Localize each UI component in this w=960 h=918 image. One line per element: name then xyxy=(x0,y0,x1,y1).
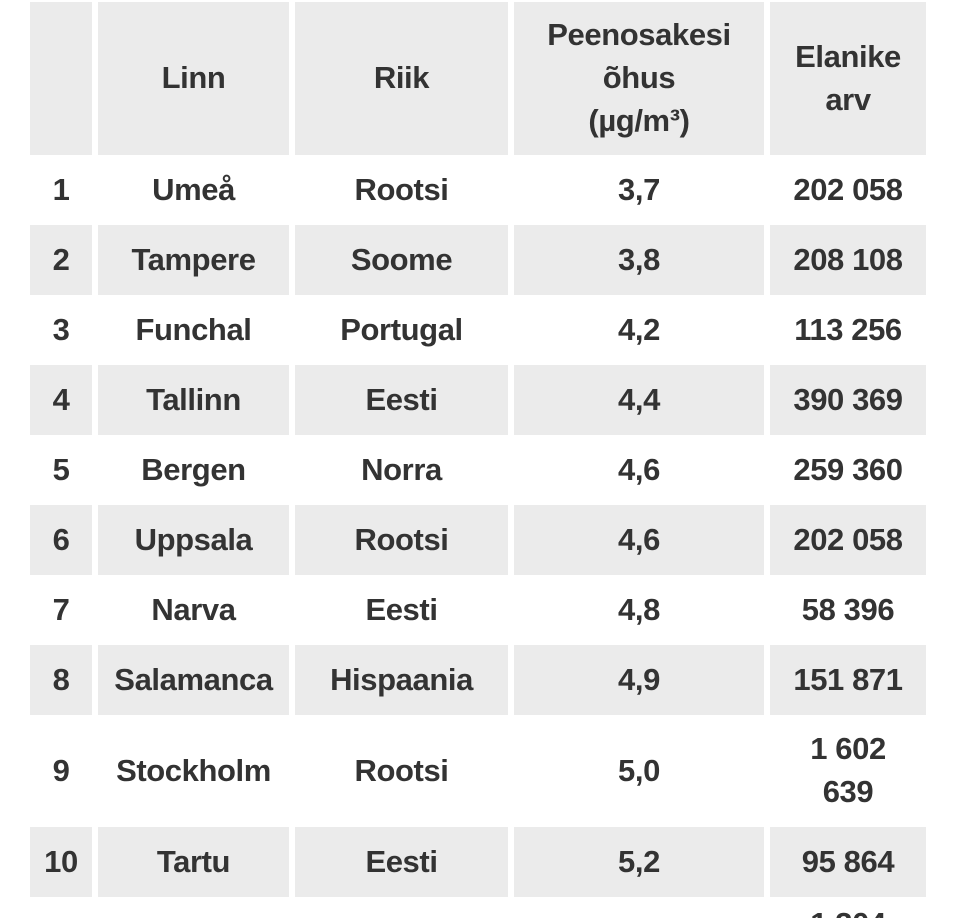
rank-cell: 2 xyxy=(30,225,92,295)
city-cell: Tartu xyxy=(98,827,289,897)
population-cell: 95 864 xyxy=(770,827,926,897)
pm-cell: 5,0 xyxy=(514,715,764,827)
pm-cell: 4,2 xyxy=(514,295,764,365)
rank-cell: 7 xyxy=(30,575,92,645)
city-cell xyxy=(98,897,289,918)
column-header-pm: Peenosakesi õhus (µg/m³) xyxy=(514,2,764,155)
rank-cell: 10 xyxy=(30,827,92,897)
table-row: 6 Uppsala Rootsi 4,6 202 058 xyxy=(30,505,960,575)
column-header-country: Riik xyxy=(295,2,508,155)
city-cell: Tallinn xyxy=(98,365,289,435)
city-cell: Salamanca xyxy=(98,645,289,715)
country-cell: Rootsi xyxy=(295,505,508,575)
country-cell: Eesti xyxy=(295,365,508,435)
table-row: 9 Stockholm Rootsi 5,0 1 602 639 xyxy=(30,715,960,827)
city-cell: Tampere xyxy=(98,225,289,295)
table-row: 4 Tallinn Eesti 4,4 390 369 xyxy=(30,365,960,435)
population-cell: 259 360 xyxy=(770,435,926,505)
country-cell: Hispaania xyxy=(295,645,508,715)
rank-cell: 9 xyxy=(30,715,92,827)
table-row-partial: 1 304 xyxy=(30,897,960,918)
country-cell: Rootsi xyxy=(295,155,508,225)
rank-cell: 1 xyxy=(30,155,92,225)
table-row: 7 Narva Eesti 4,8 58 396 xyxy=(30,575,960,645)
country-cell: Eesti xyxy=(295,827,508,897)
population-cell: 202 058 xyxy=(770,155,926,225)
city-cell: Bergen xyxy=(98,435,289,505)
rank-cell: 5 xyxy=(30,435,92,505)
pm-cell: 5,2 xyxy=(514,827,764,897)
country-cell: Rootsi xyxy=(295,715,508,827)
country-cell: Portugal xyxy=(295,295,508,365)
population-cell: 1 602 639 xyxy=(770,715,926,827)
table-row: 8 Salamanca Hispaania 4,9 151 871 xyxy=(30,645,960,715)
population-cell: 1 304 xyxy=(770,897,926,918)
column-header-city: Linn xyxy=(98,2,289,155)
table-row: 3 Funchal Portugal 4,2 113 256 xyxy=(30,295,960,365)
city-cell: Stockholm xyxy=(98,715,289,827)
population-cell: 208 108 xyxy=(770,225,926,295)
pm-cell: 4,6 xyxy=(514,435,764,505)
population-cell: 113 256 xyxy=(770,295,926,365)
city-cell: Uppsala xyxy=(98,505,289,575)
table-row: 1 Umeå Rootsi 3,7 202 058 xyxy=(30,155,960,225)
population-cell: 202 058 xyxy=(770,505,926,575)
table-row: 10 Tartu Eesti 5,2 95 864 xyxy=(30,827,960,897)
table-row: 5 Bergen Norra 4,6 259 360 xyxy=(30,435,960,505)
rank-cell: 3 xyxy=(30,295,92,365)
table-header-row: Linn Riik Peenosakesi õhus (µg/m³) Elanike … xyxy=(30,2,960,155)
pm-cell: 4,8 xyxy=(514,575,764,645)
population-cell: 390 369 xyxy=(770,365,926,435)
table-row: 2 Tampere Soome 3,8 208 108 xyxy=(30,225,960,295)
population-cell: 58 396 xyxy=(770,575,926,645)
column-header-rank xyxy=(30,2,92,155)
country-cell xyxy=(295,897,508,918)
country-cell: Eesti xyxy=(295,575,508,645)
country-cell: Norra xyxy=(295,435,508,505)
rank-cell: 6 xyxy=(30,505,92,575)
pm-cell xyxy=(514,897,764,918)
city-cell: Narva xyxy=(98,575,289,645)
city-cell: Umeå xyxy=(98,155,289,225)
pm-cell: 4,9 xyxy=(514,645,764,715)
table-body: 1 Umeå Rootsi 3,7 202 058 2 Tampere Soome 3,8 208… xyxy=(30,155,960,918)
column-header-population: Elanike arv xyxy=(770,2,926,155)
city-cell: Funchal xyxy=(98,295,289,365)
pm-cell: 3,7 xyxy=(514,155,764,225)
population-cell: 151 871 xyxy=(770,645,926,715)
rank-cell xyxy=(30,897,92,918)
country-cell: Soome xyxy=(295,225,508,295)
rank-cell: 8 xyxy=(30,645,92,715)
pm-cell: 4,4 xyxy=(514,365,764,435)
rank-cell: 4 xyxy=(30,365,92,435)
pm-cell: 3,8 xyxy=(514,225,764,295)
pm-cell: 4,6 xyxy=(514,505,764,575)
